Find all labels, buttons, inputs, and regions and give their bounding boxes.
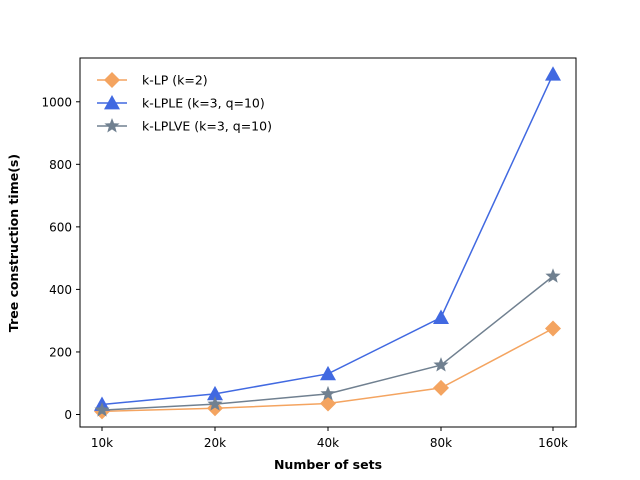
data-point: [545, 268, 561, 283]
y-tick-label: 0: [64, 408, 72, 422]
legend-marker: [104, 95, 120, 110]
data-point: [433, 379, 449, 396]
y-axis-ticks: 0 200 400 600 800 1000: [41, 95, 80, 422]
legend-marker: [104, 118, 120, 133]
y-tick-label: 600: [49, 220, 72, 234]
data-point: [320, 395, 336, 412]
legend-entry: k-LP (k=2): [97, 72, 208, 88]
y-tick-label: 1000: [41, 95, 72, 109]
data-point: [207, 385, 223, 401]
x-tick-label: 10k: [91, 436, 113, 450]
data-point: [320, 365, 336, 381]
data-point: [207, 396, 223, 411]
x-tick-label: 40k: [317, 436, 339, 450]
legend-marker: [104, 72, 120, 88]
data-point: [545, 66, 561, 81]
series-2: [94, 66, 561, 411]
y-tick-label: 200: [49, 345, 72, 359]
data-point: [94, 402, 110, 417]
y-axis-title: Tree construction time(s): [6, 154, 21, 332]
legend-label: k-LPLE (k=3, q=10): [142, 96, 265, 111]
y-tick-label: 400: [49, 283, 72, 297]
data-point: [433, 357, 449, 372]
axes: 10k 20k 40k 80k 160k 0 200 400 600 800 1000 Numbe…: [6, 57, 577, 472]
plot-area: [94, 66, 561, 420]
series-3: [94, 268, 561, 417]
data-point: [545, 320, 561, 337]
y-tick-label: 800: [49, 158, 72, 172]
legend-entry: k-LPLVE (k=3, q=10): [97, 118, 272, 134]
legend-label: k-LPLVE (k=3, q=10): [142, 119, 272, 134]
x-tick-label: 80k: [430, 436, 452, 450]
x-axis-title: Number of sets: [274, 457, 382, 472]
data-point: [320, 385, 336, 401]
x-axis-ticks: 10k 20k 40k 80k 160k: [91, 427, 568, 450]
legend-label: k-LP (k=2): [142, 73, 208, 88]
x-tick-label: 20k: [204, 436, 226, 450]
data-point: [433, 309, 449, 324]
legend: k-LP (k=2) k-LPLE (k=3, q=10) k-LPLVE (k=3…: [97, 72, 272, 134]
x-tick-label: 160k: [538, 436, 568, 450]
legend-entry: k-LPLE (k=3, q=10): [97, 95, 265, 111]
